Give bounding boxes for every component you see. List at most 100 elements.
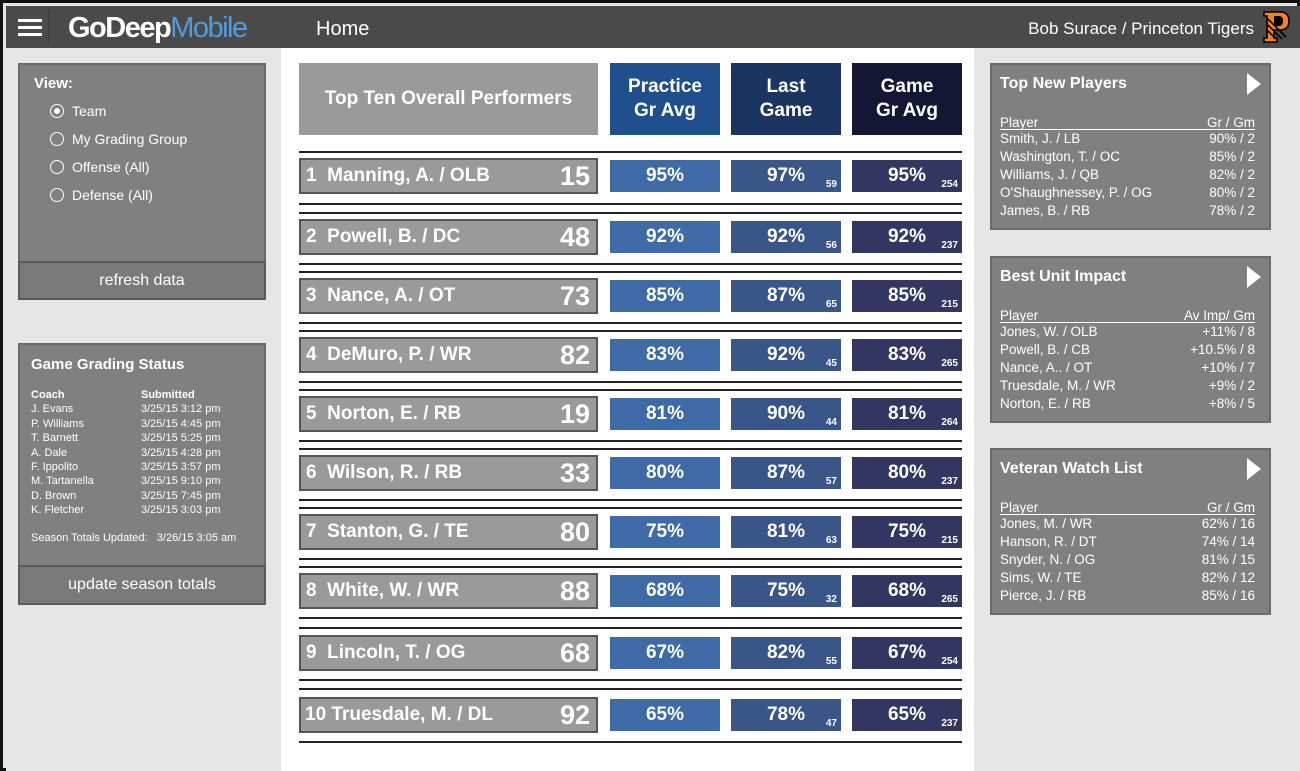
player-row-3[interactable]: 3 Nance, A. / OT 73 xyxy=(299,278,598,314)
player-name: 2 Powell, B. / DC xyxy=(306,226,460,248)
last-game-cell[interactable]: 92% 56 xyxy=(731,221,841,253)
player-row-2[interactable]: 2 Powell, B. / DC 48 xyxy=(299,219,598,255)
top-new-players-table: Player Gr / Gm Smith, J. / LB 90% / 2 Wash… xyxy=(1000,115,1255,220)
practice-avg-cell[interactable]: 83% xyxy=(610,339,720,371)
player-row-9[interactable]: 9 Lincoln, T. / OG 68 xyxy=(299,635,598,671)
player-rank: 8 xyxy=(306,580,317,601)
coach-name: M. Tartanella xyxy=(31,475,94,488)
last-game-cell[interactable]: 87% 65 xyxy=(731,280,841,312)
practice-avg-cell[interactable]: 65% xyxy=(610,699,720,731)
row-value: 62% / 16 xyxy=(1201,516,1255,531)
last-game-value: 75% xyxy=(766,580,806,601)
view-option-my-grading-group[interactable]: My Grading Group xyxy=(50,131,187,147)
player-name: 4 DeMuro, P. / WR xyxy=(306,344,471,366)
submitted-time: 3/25/15 3:03 pm xyxy=(141,504,221,517)
practice-avg-cell[interactable]: 85% xyxy=(610,280,720,312)
player-row-8[interactable]: 8 White, W. / WR 88 xyxy=(299,573,598,609)
col-header-player: Player xyxy=(1000,308,1039,323)
practice-value: 75% xyxy=(645,521,685,542)
last-game-cell[interactable]: 81% 63 xyxy=(731,516,841,548)
app-logo[interactable]: GoDeepMobile xyxy=(68,12,248,45)
game-avg-cell[interactable]: 92% 237 xyxy=(852,221,962,253)
view-option-offense[interactable]: Offense (All) xyxy=(50,159,150,175)
game-avg-cell[interactable]: 67% 254 xyxy=(852,637,962,669)
table-row[interactable]: Jones, M. / WR 62% / 16 xyxy=(1000,515,1255,533)
col-header-submitted: Submitted xyxy=(141,389,195,401)
play-arrow-icon[interactable] xyxy=(1247,266,1261,288)
last-game-value: 90% xyxy=(766,403,806,424)
practice-avg-cell[interactable]: 92% xyxy=(610,221,720,253)
table-row[interactable]: Jones, W. / OLB +11% / 8 xyxy=(1000,323,1255,341)
radio-icon[interactable] xyxy=(50,132,64,146)
table-row[interactable]: O'Shaughnessey, P. / OG 80% / 2 xyxy=(1000,184,1255,202)
table-row[interactable]: Pierce, J. / RB 85% / 16 xyxy=(1000,587,1255,605)
table-row[interactable]: Washington, T. / OC 85% / 2 xyxy=(1000,148,1255,166)
col-header-game-avg[interactable]: Game Gr Avg xyxy=(852,63,962,135)
row-divider xyxy=(299,566,962,568)
user-team-label[interactable]: Bob Surace / Princeton Tigers xyxy=(1028,19,1254,38)
table-row[interactable]: Norton, E. / RB +8% / 5 xyxy=(1000,395,1255,413)
practice-value: 81% xyxy=(645,403,685,424)
table-row[interactable]: Truesdale, M. / WR +9% / 2 xyxy=(1000,377,1255,395)
last-game-cell[interactable]: 92% 45 xyxy=(731,339,841,371)
game-avg-cell[interactable]: 81% 264 xyxy=(852,398,962,430)
player-row-6[interactable]: 6 Wilson, R. / RB 33 xyxy=(299,455,598,491)
table-row[interactable]: James, B. / RB 78% / 2 xyxy=(1000,202,1255,220)
player-row-5[interactable]: 5 Norton, E. / RB 19 xyxy=(299,396,598,432)
last-game-cell[interactable]: 75% 32 xyxy=(731,575,841,607)
table-row[interactable]: Nance, A.. / OT +10% / 7 xyxy=(1000,359,1255,377)
table-row[interactable]: Sims, W. / TE 82% / 12 xyxy=(1000,569,1255,587)
table-row[interactable]: Snyder, N. / OG 81% / 15 xyxy=(1000,551,1255,569)
last-game-value: 78% xyxy=(766,704,806,725)
player-row-4[interactable]: 4 DeMuro, P. / WR 82 xyxy=(299,337,598,373)
practice-avg-cell[interactable]: 68% xyxy=(610,575,720,607)
practice-avg-cell[interactable]: 95% xyxy=(610,160,720,192)
game-avg-cell[interactable]: 95% 254 xyxy=(852,160,962,192)
player-row-7[interactable]: 7 Stanton, G. / TE 80 xyxy=(299,514,598,550)
view-option-team[interactable]: Team xyxy=(50,103,106,119)
row-divider xyxy=(299,448,962,450)
play-arrow-icon[interactable] xyxy=(1247,458,1261,480)
practice-avg-cell[interactable]: 81% xyxy=(610,398,720,430)
table-row: F. Ippolito 3/25/15 3:57 pm xyxy=(31,460,251,474)
game-avg-cell[interactable]: 65% 237 xyxy=(852,699,962,731)
radio-icon[interactable] xyxy=(50,160,64,174)
radio-icon[interactable] xyxy=(50,188,64,202)
game-avg-cell[interactable]: 75% 215 xyxy=(852,516,962,548)
practice-avg-cell[interactable]: 80% xyxy=(610,457,720,489)
view-option-defense[interactable]: Defense (All) xyxy=(50,187,153,203)
game-avg-cell[interactable]: 83% 265 xyxy=(852,339,962,371)
row-divider xyxy=(299,507,962,509)
last-game-cell[interactable]: 90% 44 xyxy=(731,398,841,430)
game-avg-plays: 237 xyxy=(941,240,958,251)
col-header-line: Game xyxy=(880,76,934,97)
game-avg-cell[interactable]: 85% 215 xyxy=(852,280,962,312)
player-row-10[interactable]: 10 Truesdale, M. / DL 92 xyxy=(299,697,598,733)
player-label: Stanton, G. / TE xyxy=(327,521,469,542)
refresh-data-button[interactable]: refresh data xyxy=(18,261,266,300)
game-avg-cell[interactable]: 80% 237 xyxy=(852,457,962,489)
row-value: 85% / 16 xyxy=(1201,588,1255,603)
last-game-cell[interactable]: 78% 47 xyxy=(731,699,841,731)
table-row[interactable]: Powell, B. / CB +10.5% / 8 xyxy=(1000,341,1255,359)
col-header-practice[interactable]: Practice Gr Avg xyxy=(610,63,720,135)
last-game-cell[interactable]: 82% 55 xyxy=(731,637,841,669)
row-value: +10.5% / 8 xyxy=(1190,342,1255,357)
hamburger-menu-icon[interactable] xyxy=(11,10,49,44)
table-row[interactable]: Hanson, R. / DT 74% / 14 xyxy=(1000,533,1255,551)
radio-selected-icon[interactable] xyxy=(50,104,64,118)
row-value: +10% / 7 xyxy=(1201,360,1255,375)
row-divider xyxy=(299,330,962,332)
practice-avg-cell[interactable]: 75% xyxy=(610,516,720,548)
play-arrow-icon[interactable] xyxy=(1247,73,1261,95)
game-avg-cell[interactable]: 68% 265 xyxy=(852,575,962,607)
table-row[interactable]: Smith, J. / LB 90% / 2 xyxy=(1000,130,1255,148)
update-season-totals-button[interactable]: update season totals xyxy=(18,565,266,605)
practice-avg-cell[interactable]: 67% xyxy=(610,637,720,669)
last-game-cell[interactable]: 87% 57 xyxy=(731,457,841,489)
grading-status-title: Game Grading Status xyxy=(31,356,185,373)
last-game-cell[interactable]: 97% 59 xyxy=(731,160,841,192)
table-row[interactable]: Williams, J. / QB 82% / 2 xyxy=(1000,166,1255,184)
col-header-last-game[interactable]: Last Game xyxy=(731,63,841,135)
player-row-1[interactable]: 1 Manning, A. / OLB 15 xyxy=(299,158,598,194)
